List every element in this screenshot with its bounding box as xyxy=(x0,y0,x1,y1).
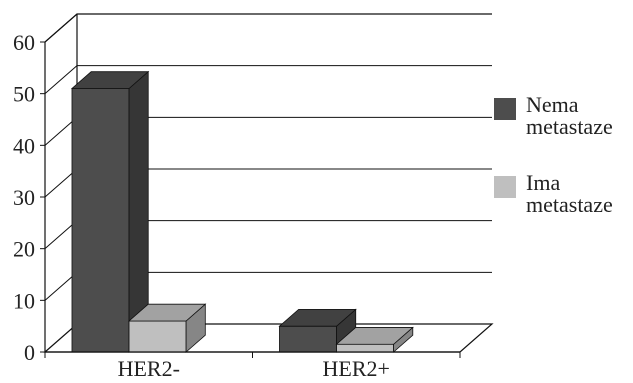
bar-front-1-2 xyxy=(279,325,337,353)
bar-front-2-1 xyxy=(128,320,187,353)
bar-front-1-1 xyxy=(71,88,130,353)
y-tick-label-20: 20 xyxy=(13,237,35,262)
legend-label-1-line-2: metastaze xyxy=(526,114,613,139)
bar-top-1-1 xyxy=(70,71,150,89)
y-tick-label-60: 60 xyxy=(13,30,35,55)
bar-top-2-1 xyxy=(127,303,207,322)
y-tick-label-50: 50 xyxy=(13,82,35,107)
y-tick-label-30: 30 xyxy=(13,185,35,210)
y-tick-label-40: 40 xyxy=(13,133,35,158)
x-tick-label-1: HER2- xyxy=(118,356,180,381)
back-wall-top xyxy=(44,13,492,43)
x-tick-label-2: HER2+ xyxy=(323,356,390,381)
legend-swatch-2 xyxy=(494,176,516,198)
bar-top-1-2 xyxy=(278,308,357,327)
bar-1-HER2- xyxy=(70,70,150,353)
y-tick-label-10: 10 xyxy=(13,288,35,313)
legend-label-2-line-1: Ima xyxy=(526,170,561,195)
legend-swatch-1 xyxy=(494,98,516,120)
y-tick-label-0: 0 xyxy=(24,340,35,365)
bar-2-HER2- xyxy=(127,303,207,353)
bar-2-HER2+ xyxy=(335,326,414,353)
legend-label-1-line-1: Nema xyxy=(526,92,579,117)
bar-top-2-2 xyxy=(335,327,414,345)
gridline-60 xyxy=(44,13,492,43)
bar-front-2-2 xyxy=(336,343,395,353)
bar-1-HER2+ xyxy=(278,308,357,353)
legend-label-2-line-2: metastaze xyxy=(526,192,613,217)
gridline-50 xyxy=(44,65,492,95)
